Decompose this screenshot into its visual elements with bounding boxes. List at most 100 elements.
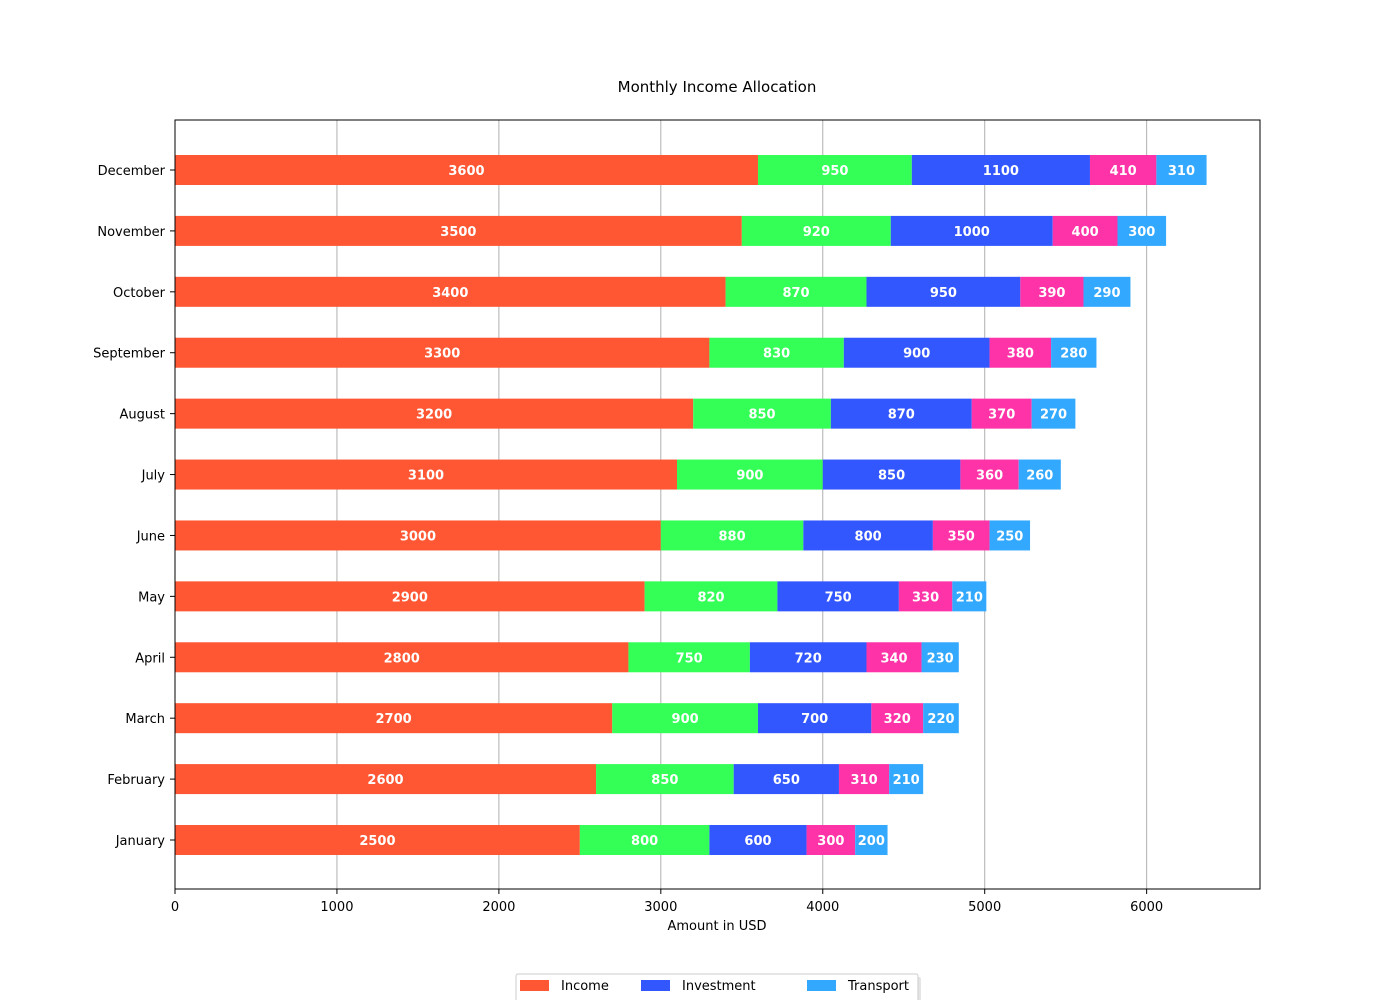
bar-segment	[921, 642, 959, 673]
data-label: 330	[912, 590, 939, 605]
data-label: 1000	[954, 225, 990, 240]
data-label: 370	[988, 408, 1015, 423]
data-label: 950	[930, 286, 957, 301]
data-label: 800	[631, 834, 658, 849]
data-label: 870	[888, 408, 915, 423]
data-label: 650	[773, 773, 800, 788]
data-label: 350	[948, 529, 975, 544]
y-tick-label: January	[115, 834, 166, 849]
data-label: 300	[817, 834, 844, 849]
data-label: 720	[795, 651, 822, 666]
bar-segment	[757, 703, 872, 734]
bar-segment	[175, 459, 678, 490]
data-label: 920	[803, 225, 830, 240]
data-label: 950	[821, 164, 848, 179]
data-label: 750	[676, 651, 703, 666]
bar-segment	[777, 581, 899, 612]
data-label: 310	[850, 773, 877, 788]
data-label: 210	[893, 773, 920, 788]
bar-segment	[822, 459, 961, 490]
bar-segment	[843, 337, 990, 368]
bar-segment	[989, 337, 1052, 368]
data-label: 410	[1110, 164, 1137, 179]
y-tick-label: April	[135, 651, 165, 666]
bar-segment	[175, 155, 758, 185]
y-tick-label: October	[113, 286, 166, 301]
bar-segment	[596, 764, 734, 795]
bar-segment	[749, 642, 867, 673]
data-label: 3000	[400, 529, 436, 544]
x-tick-label: 6000	[1130, 900, 1163, 915]
bar-segment	[1031, 398, 1076, 429]
data-label: 230	[927, 651, 954, 666]
x-axis-label: Amount in USD	[668, 919, 767, 934]
data-label: 750	[825, 590, 852, 605]
y-tick-label: February	[107, 773, 165, 788]
data-label: 320	[884, 712, 911, 727]
data-label: 820	[697, 590, 724, 605]
bar-segment	[175, 703, 613, 734]
bar-segment	[644, 581, 778, 612]
legend-swatch	[807, 980, 836, 991]
bar-segment	[628, 642, 750, 673]
x-tick-label: 3000	[644, 900, 677, 915]
bar-segment	[866, 276, 1021, 307]
bar-segment	[890, 215, 1053, 246]
bar-segment	[1052, 215, 1118, 246]
data-label: 2500	[359, 834, 395, 849]
data-label: 900	[672, 712, 699, 727]
bar-segment	[709, 825, 807, 855]
data-label: 1100	[983, 164, 1019, 179]
data-label: 2700	[376, 712, 412, 727]
bar-segment	[838, 764, 890, 795]
data-label: 290	[1093, 286, 1120, 301]
bar-segment	[733, 764, 839, 795]
bar-segment	[803, 520, 933, 551]
legend: Income Investment Transport	[515, 973, 921, 1004]
data-label: 3100	[408, 469, 444, 484]
data-label: 880	[719, 529, 746, 544]
bar-segment	[175, 825, 580, 855]
y-tick-label: September	[93, 347, 166, 362]
bar-segment	[677, 459, 823, 490]
bar-segment	[960, 459, 1019, 490]
data-label: 2800	[384, 651, 420, 666]
bar-segment	[989, 520, 1031, 551]
x-tick-label: 1000	[320, 900, 353, 915]
bar-segment	[1020, 276, 1084, 307]
bar-segment	[579, 825, 710, 855]
bars-layer	[175, 155, 1207, 855]
data-label: 900	[903, 347, 930, 362]
bar-segment	[660, 520, 804, 551]
bar-segment	[175, 398, 694, 429]
bar-segment	[175, 520, 661, 551]
data-label: 280	[1060, 347, 1087, 362]
bar-segment	[1051, 337, 1097, 368]
data-label: 700	[801, 712, 828, 727]
y-axis: January February March April May June July Augu…	[93, 164, 175, 849]
bar-segment	[1117, 215, 1167, 246]
data-label: 850	[651, 773, 678, 788]
bar-segment	[175, 276, 726, 307]
x-tick-label: 4000	[806, 900, 839, 915]
labels-layer: 2500 800 600 300 200 2600 850 650 310 210 2700 900 7…	[359, 164, 1195, 849]
data-label: 2600	[367, 773, 403, 788]
data-label: 3400	[432, 286, 468, 301]
y-tick-label: June	[136, 529, 165, 544]
bar-segment	[898, 581, 953, 612]
data-label: 830	[763, 347, 790, 362]
bar-segment	[866, 642, 922, 673]
bar-segment	[911, 155, 1090, 185]
data-label: 340	[880, 651, 907, 666]
plot-frame	[174, 119, 1261, 890]
data-label: 3300	[424, 347, 460, 362]
bar-segment	[1156, 155, 1207, 185]
bar-segment	[175, 642, 629, 673]
data-label: 870	[782, 286, 809, 301]
data-label: 220	[927, 712, 954, 727]
bar-segment	[1018, 459, 1061, 490]
x-tick-label: 5000	[968, 900, 1001, 915]
data-label: 600	[744, 834, 771, 849]
data-label: 850	[878, 469, 905, 484]
data-label: 300	[1128, 225, 1155, 240]
